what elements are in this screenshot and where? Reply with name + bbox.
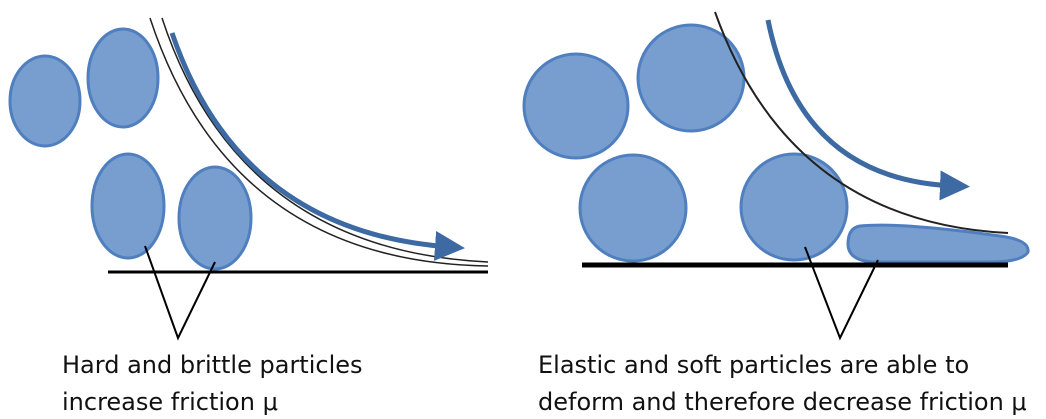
caption: Elastic and soft particles are able to	[538, 351, 969, 379]
surface-curve	[714, 11, 1009, 234]
deformed-particle	[846, 223, 1030, 264]
particle	[86, 27, 160, 129]
caption: increase friction μ	[62, 388, 278, 416]
right-panel: Elastic and soft particles are able to d…	[522, 11, 1030, 416]
flow-arrow	[765, 19, 970, 201]
particle	[636, 23, 746, 133]
left-panel: Hard and brittle particles increase fric…	[8, 17, 489, 416]
particle	[522, 52, 630, 160]
particle	[177, 165, 253, 271]
caption: Hard and brittle particles	[62, 351, 363, 379]
particle	[8, 54, 82, 148]
surface-curve	[161, 17, 489, 263]
surface-curve	[149, 17, 489, 267]
particle	[739, 152, 849, 262]
caption: deform and therefore decrease friction μ	[538, 388, 1027, 416]
particle	[90, 152, 166, 260]
flow-arrow	[169, 32, 465, 261]
callout	[804, 246, 879, 341]
particle	[578, 153, 688, 263]
callout	[144, 245, 216, 341]
